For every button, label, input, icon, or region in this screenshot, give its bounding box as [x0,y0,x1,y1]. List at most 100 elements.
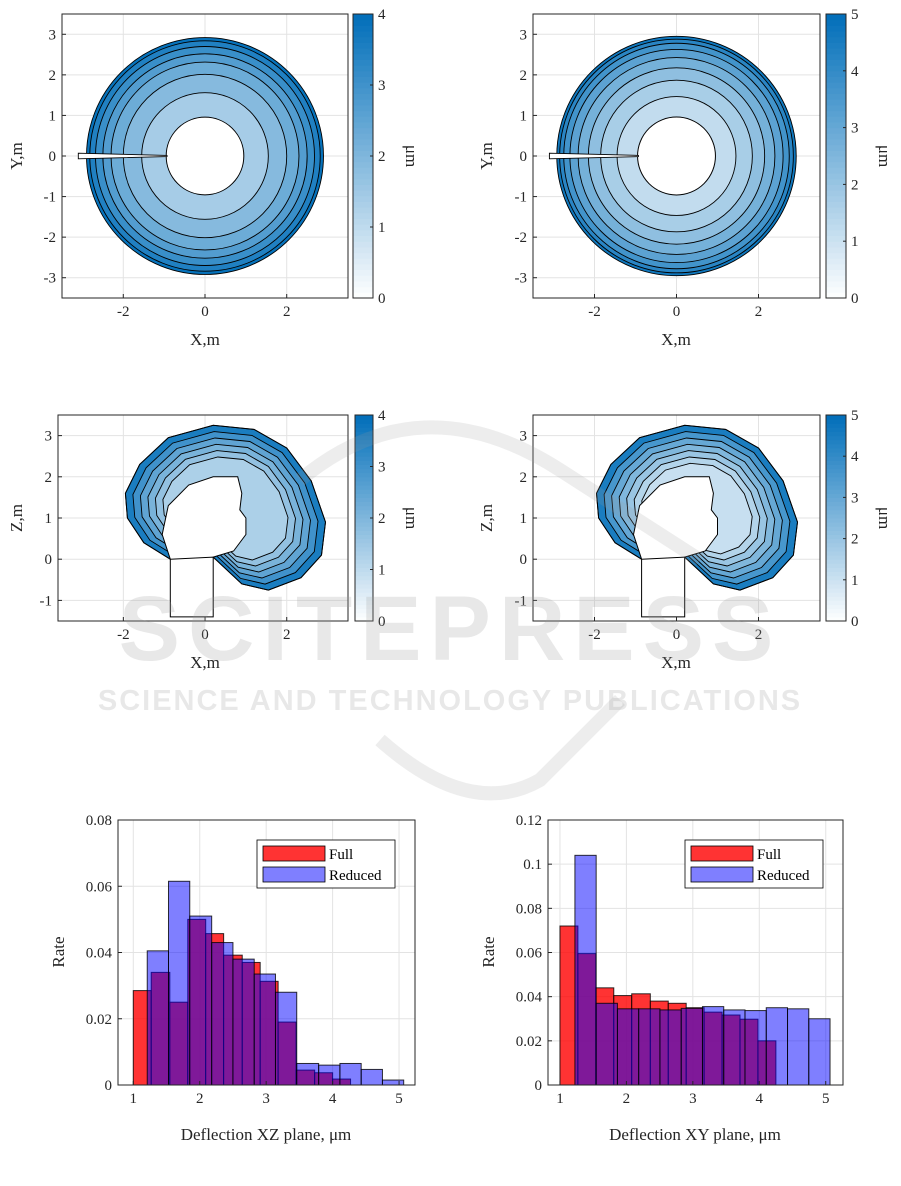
histogram-bar-reduced [360,1068,383,1086]
inner-hole [165,116,245,196]
y-tick-label: -3 [515,271,528,287]
colorbar-segment [355,575,373,581]
colorbar-segment [353,104,373,112]
colorbar-segment [355,588,373,593]
x-tick-label: 3 [689,1091,697,1107]
x-tick-label: 1 [556,1091,564,1107]
colorbar-segment [353,178,373,185]
x-tick-label: 2 [196,1091,204,1107]
x-axis-label: X,m [190,653,220,672]
colorbar-segment [353,19,373,26]
colorbar-label: μm [402,145,421,167]
inner-hole [632,476,718,618]
colorbar-segment [355,550,373,556]
colorbar-segment [826,167,846,174]
colorbar-segment [355,439,373,445]
legend-swatch-full [690,845,754,862]
colorbar-tick-label: 4 [851,64,859,80]
x-tick-label: 0 [673,304,681,320]
colorbar-segment [353,263,373,271]
colorbar-segment [826,534,846,540]
colorbar-segment [826,292,846,299]
x-axis-label: Deflection XY plane, μm [609,1125,781,1144]
colorbar-tick-label: 1 [851,234,859,250]
colorbar-segment [355,571,373,577]
colorbar-segment [355,612,373,618]
legend-swatch-reduced [262,866,326,883]
colorbar-segment [826,76,846,83]
colorbar-tick-label: 2 [851,532,859,548]
x-tick-label: -2 [117,304,130,320]
legend-label-reduced: Reduced [329,868,382,884]
chart-panel-6: Full Reduced 1 2 3 4 5 0 0.02 0.04 0.06 0.08 0.1 0.12… [479,813,844,1144]
colorbar-segment [355,472,373,478]
histogram-bar-reduced [253,973,276,1086]
histogram-bar-reduced [318,1064,341,1086]
colorbar-tick-label: 1 [378,563,386,579]
colorbar-segment [826,538,846,544]
colorbar-segment [826,567,846,573]
colorbar-segment [826,439,846,445]
colorbar-segment [353,212,373,219]
histogram-bar-reduced [744,1010,767,1086]
y-tick-label: -3 [44,271,57,287]
histogram-bar-reduced [189,915,213,1086]
colorbar-segment [353,121,373,129]
colorbar-tick-label: 2 [851,177,859,193]
x-tick-label: 2 [283,627,291,643]
colorbar-segment [826,144,846,151]
inner-hole [161,476,247,618]
y-tick-label: -1 [515,593,528,609]
x-tick-label: 2 [283,304,291,320]
colorbar-segment [355,415,373,420]
colorbar-segment [355,608,373,614]
colorbar-segment [826,19,846,26]
colorbar [825,13,847,299]
colorbar-segment [826,218,846,225]
colorbar-segment [353,241,373,248]
legend-label-reduced: Reduced [757,868,810,884]
y-tick-label: 0.06 [86,879,113,895]
colorbar-segment [353,235,373,242]
colorbar-tick-label: 5 [851,7,859,23]
colorbar-segment [353,292,373,299]
colorbar-segment [826,263,846,271]
colorbar-segment [826,460,846,465]
colorbar-tick-label: 4 [851,449,859,465]
colorbar-segment [353,224,373,231]
colorbar-segment [826,104,846,112]
x-axis-label: X,m [190,330,220,349]
colorbar-segment [355,493,373,498]
histogram-bar-reduced [787,1008,810,1086]
colorbar-segment [355,600,373,606]
legend-swatch-full [262,845,326,862]
y-axis-label: Z,m [477,504,496,532]
histogram-bar-reduced [616,1008,640,1086]
colorbar-segment [826,229,846,237]
x-axis-label: X,m [661,653,691,672]
colorbar-segment [353,87,373,95]
y-axis-label: Rate [479,936,498,967]
colorbar-segment [826,530,846,535]
y-tick-label: -2 [515,230,528,246]
legend-swatch-reduced [690,866,754,883]
colorbar-segment [353,76,373,83]
colorbar-segment [353,48,373,55]
colorbar-segment [355,489,373,494]
colorbar-segment [826,526,846,531]
colorbar-segment [826,252,846,259]
colorbar-segment [826,93,846,100]
colorbar-tick-label: 1 [851,573,859,589]
colorbar-segment [826,184,846,191]
colorbar-segment [353,173,373,180]
colorbar-segment [826,99,846,106]
colorbar-segment [355,509,373,515]
colorbar-segment [826,70,846,77]
watermark-logo-icon [295,420,704,801]
colorbar-segment [355,526,373,531]
colorbar-segment [355,530,373,535]
watermark-title: SCITEPRESS [119,578,782,680]
colorbar-segment [826,258,846,265]
y-tick-label: 0.02 [516,1034,542,1050]
colorbar-segment [353,99,373,106]
